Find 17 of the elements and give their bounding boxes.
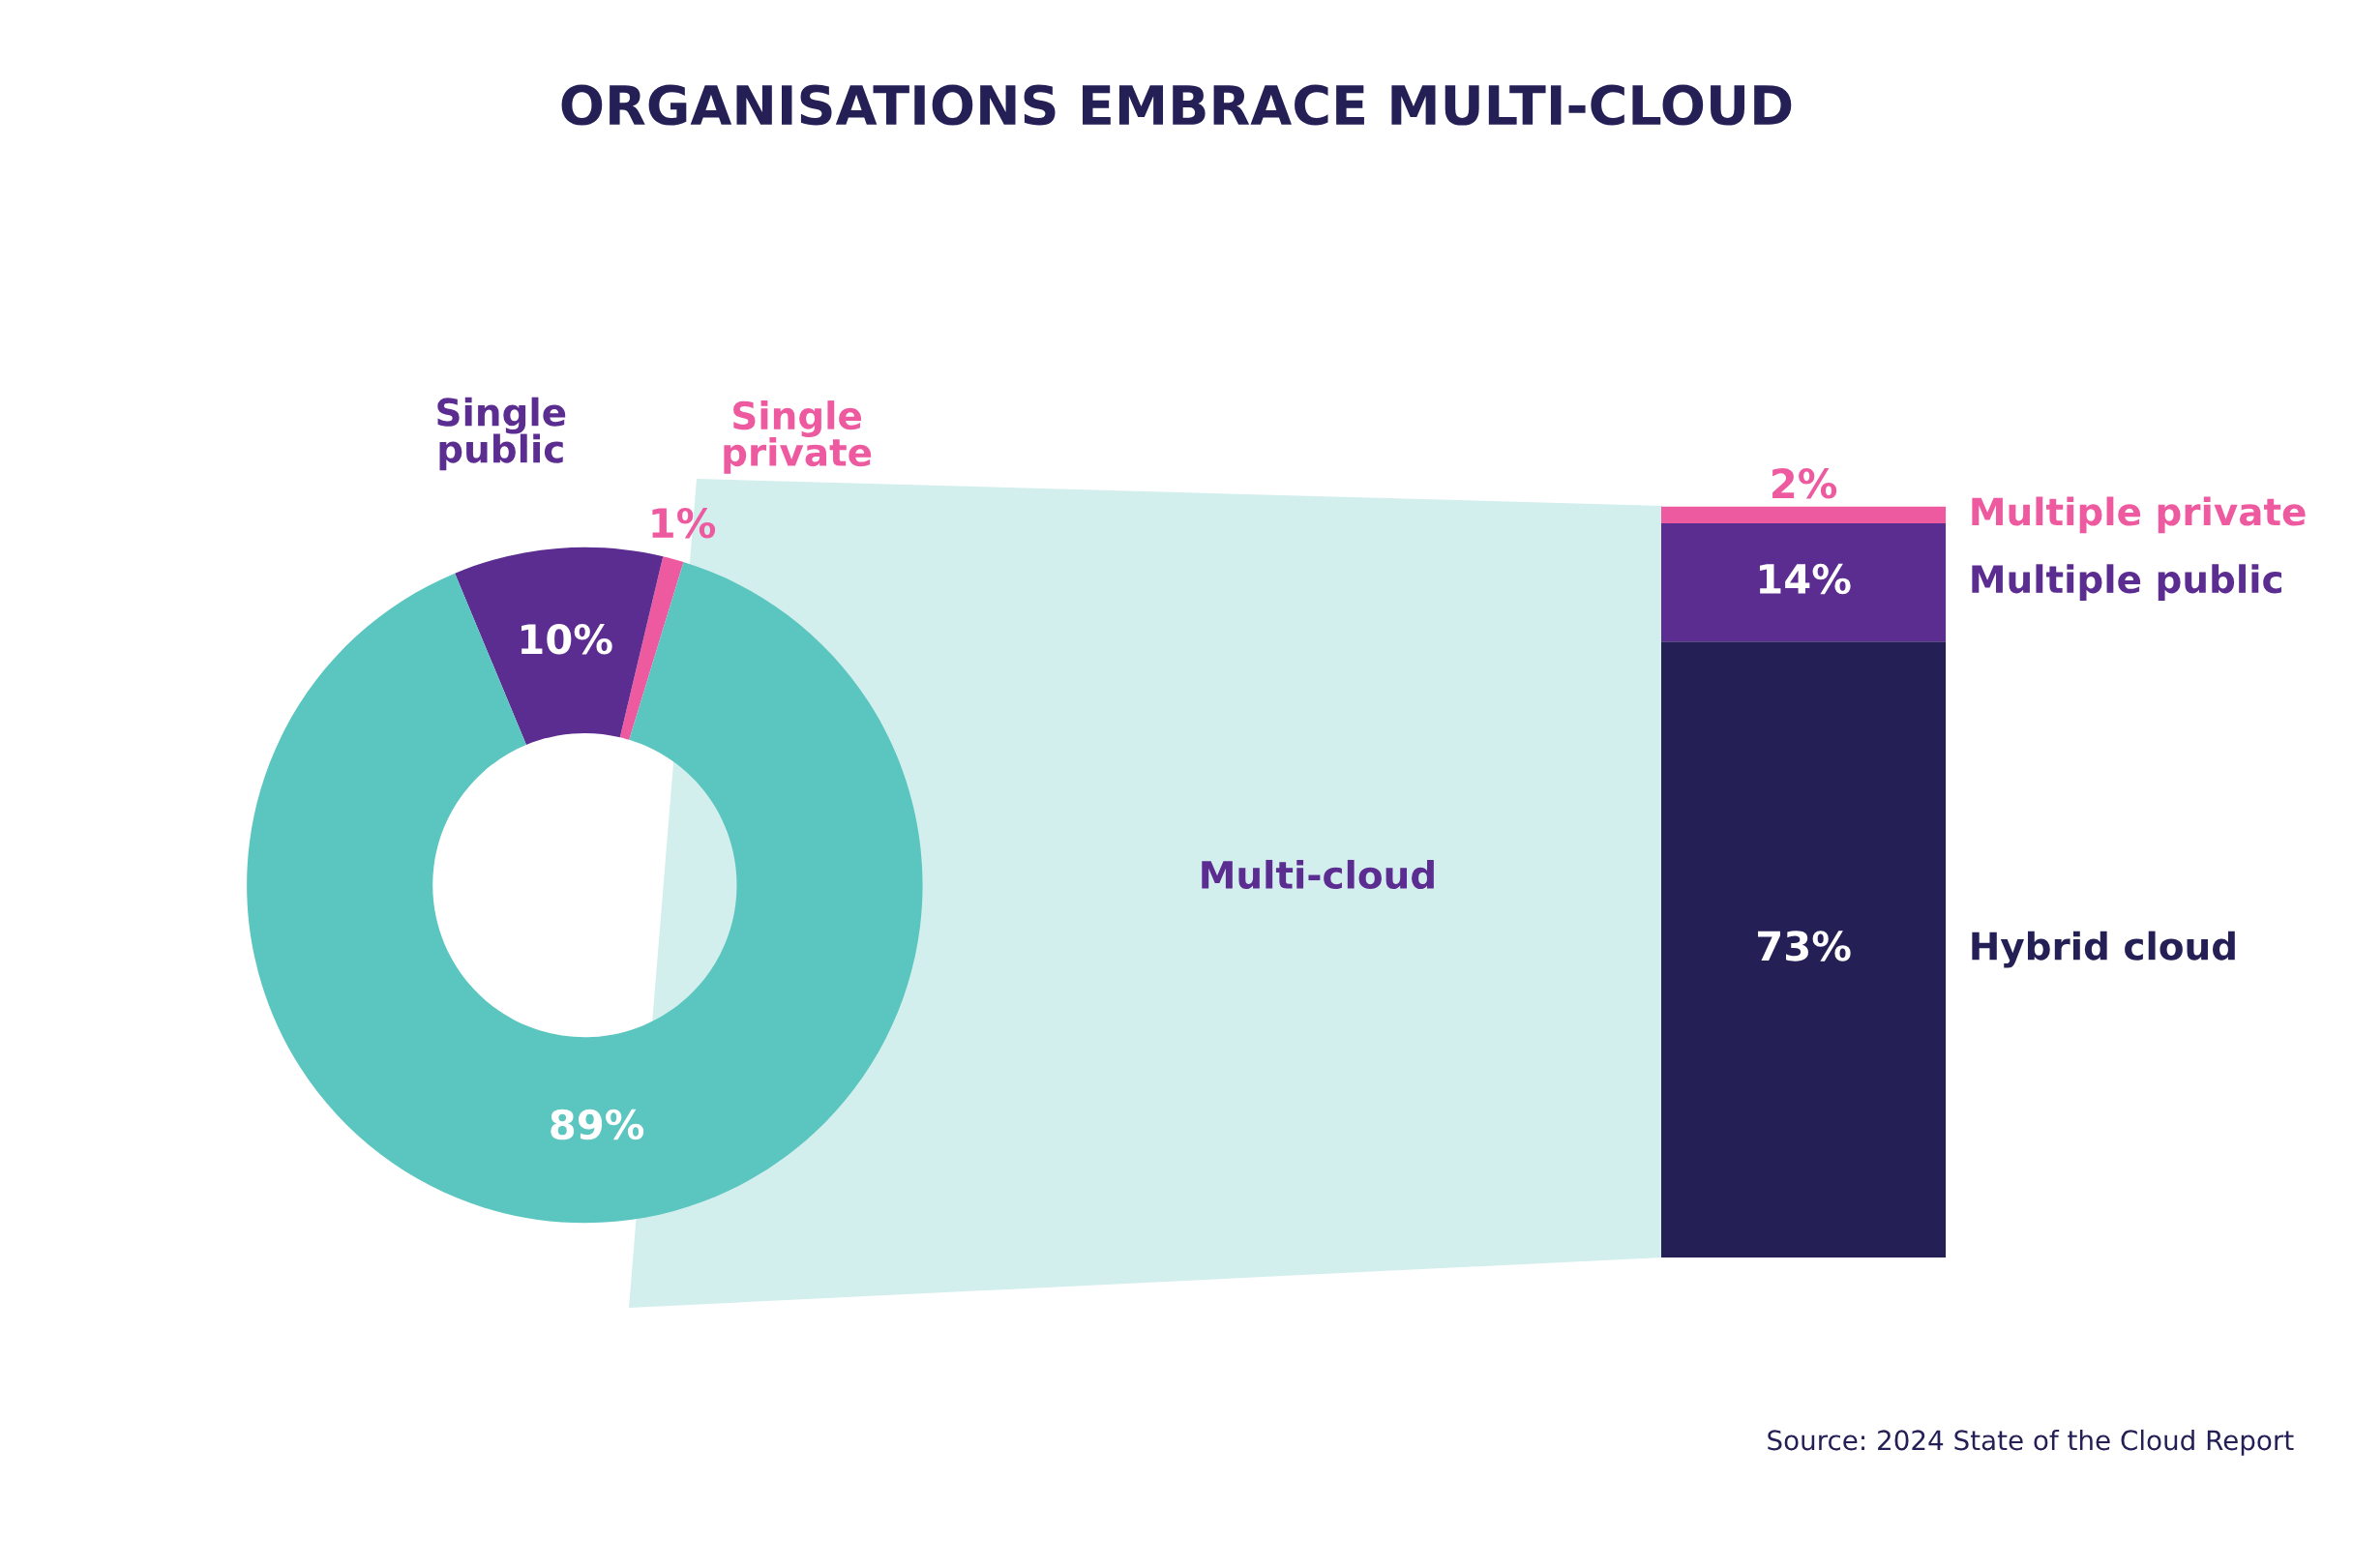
series-label: Multiple private <box>1972 496 2306 534</box>
donut-slice <box>619 556 684 740</box>
data-label: 2% <box>1772 467 1837 499</box>
data-label: 1% <box>652 507 716 539</box>
data-label: 14% <box>1759 563 1851 595</box>
data-label: 10% <box>521 623 612 655</box>
slice-label: Single public <box>437 397 566 471</box>
chart-title: ORGANISATIONS EMBRACE MULTI-CLOUD <box>561 84 1792 126</box>
data-label: 73% <box>1758 931 1851 962</box>
series-label: Hybrid cloud <box>1972 931 2235 968</box>
series-label: Multiple public <box>1972 564 2281 601</box>
donut-slice <box>247 562 923 1224</box>
donut-slice <box>455 547 664 745</box>
source-note: Source: 2024 State of the Cloud Report <box>1768 1429 2294 1456</box>
slice-label: Multi-cloud <box>1202 859 1434 890</box>
slice-label: Single private <box>724 400 872 474</box>
data-label: 89% <box>551 1109 644 1140</box>
